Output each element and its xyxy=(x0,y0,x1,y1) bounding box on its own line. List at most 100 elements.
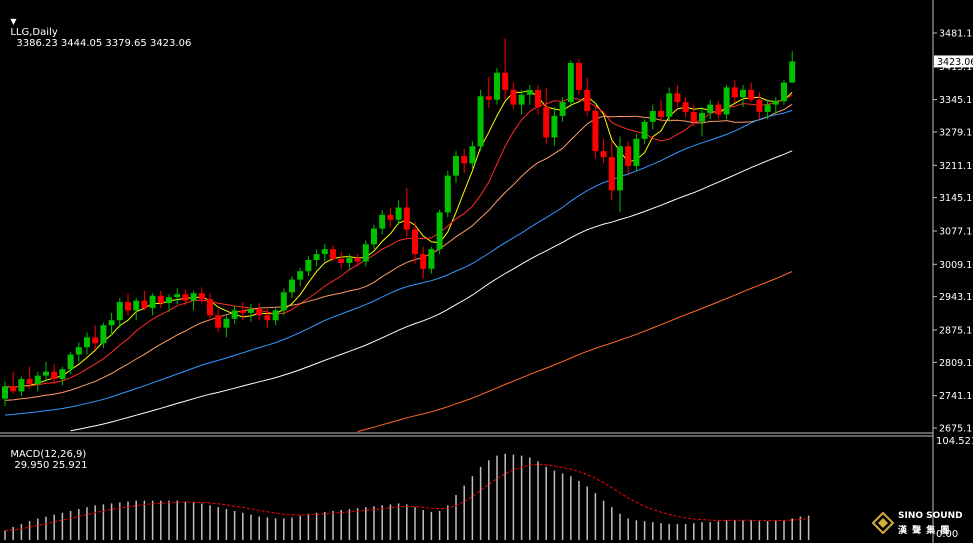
candle xyxy=(453,151,459,184)
candle xyxy=(428,246,435,274)
macd-values: 29.950 25.921 xyxy=(14,460,88,471)
candle xyxy=(75,342,82,362)
candle xyxy=(92,325,99,350)
candle xyxy=(354,254,361,267)
candle xyxy=(494,67,500,105)
candle xyxy=(133,298,140,321)
candle xyxy=(174,288,181,305)
candle xyxy=(608,141,615,201)
macd-axis-top: 104.521 xyxy=(936,436,973,447)
candle xyxy=(157,290,164,308)
candle xyxy=(715,101,722,120)
candle xyxy=(510,82,517,110)
last-price-box xyxy=(934,55,973,68)
candle xyxy=(789,51,796,84)
candle xyxy=(51,364,58,384)
price-tick-label: 3345.10 xyxy=(939,95,973,106)
macd-header: MACD(12,26,9) 29.950 25.921 xyxy=(4,438,88,471)
candle xyxy=(535,84,541,115)
logo-line2: 漢 聲 集 團 xyxy=(898,526,951,536)
candle xyxy=(412,222,418,264)
candle xyxy=(182,289,189,306)
price-tick-label: 3009.10 xyxy=(939,260,973,271)
dropdown-triangle-icon[interactable]: ▼ xyxy=(10,17,17,26)
candle xyxy=(699,107,705,137)
candle xyxy=(18,376,25,397)
ma-line-10 xyxy=(4,94,793,388)
symbol-label: LLG,Daily xyxy=(10,27,58,38)
ma-line-120 xyxy=(357,271,793,433)
candle xyxy=(551,107,558,147)
candle xyxy=(2,381,8,406)
candle xyxy=(772,97,779,115)
candle xyxy=(256,303,263,321)
candle xyxy=(141,290,148,311)
candle xyxy=(43,361,49,382)
candle xyxy=(764,99,771,120)
candle xyxy=(289,276,295,299)
ma-line-40 xyxy=(4,109,793,416)
candle xyxy=(59,366,66,386)
candle xyxy=(617,136,623,213)
price-tick-label: 3279.10 xyxy=(939,127,973,138)
candle xyxy=(198,287,205,304)
candle xyxy=(149,293,156,316)
candle xyxy=(379,209,386,235)
candle xyxy=(67,352,74,375)
candle xyxy=(756,92,763,120)
ohlc-values: 3386.23 3444.05 3379.65 3423.06 xyxy=(16,38,192,49)
candle xyxy=(305,256,312,277)
candle xyxy=(272,307,279,326)
candle xyxy=(559,97,566,122)
candle xyxy=(469,141,476,169)
candle xyxy=(436,209,443,255)
candle xyxy=(223,315,230,338)
candle xyxy=(592,107,599,159)
candle xyxy=(649,104,656,130)
candle xyxy=(403,187,410,237)
candle xyxy=(567,60,574,108)
candle xyxy=(666,87,673,122)
candle xyxy=(781,80,787,105)
candle xyxy=(740,84,746,108)
candle xyxy=(690,104,697,127)
candle xyxy=(207,293,213,321)
price-tick-label: 2675.10 xyxy=(939,424,973,435)
candle xyxy=(297,267,304,286)
macd-panel xyxy=(4,453,810,540)
candle xyxy=(239,302,246,321)
candle xyxy=(280,288,287,316)
candle xyxy=(748,82,755,103)
candle xyxy=(362,240,369,267)
candle xyxy=(371,224,377,250)
last-price-marker: 3423.06 xyxy=(934,55,973,68)
ma-line-60 xyxy=(70,150,793,432)
price-tick-label: 2809.10 xyxy=(939,358,973,369)
candle xyxy=(190,290,197,311)
candle xyxy=(682,97,689,117)
candle xyxy=(215,308,222,333)
candle xyxy=(84,332,90,355)
candle xyxy=(477,89,484,152)
candle xyxy=(543,87,550,144)
candle xyxy=(248,304,254,322)
macd-label: MACD(12,26,9) xyxy=(10,449,87,460)
candle xyxy=(576,59,582,95)
price-tick-label: 3211.10 xyxy=(939,161,973,172)
candle xyxy=(641,119,648,144)
candle xyxy=(313,249,320,267)
candle xyxy=(166,294,172,312)
macd-axis-bottom: 0.00 xyxy=(936,529,959,540)
candle xyxy=(584,77,591,116)
candle xyxy=(444,170,451,218)
candle xyxy=(264,308,271,328)
candle xyxy=(600,138,607,164)
candle xyxy=(420,246,427,279)
price-tick-label: 3145.10 xyxy=(939,193,973,204)
candle xyxy=(116,298,123,328)
candle xyxy=(526,84,533,105)
sino-sound-logo: SINO SOUND 漢 聲 集 團 xyxy=(872,509,967,539)
candle xyxy=(387,207,394,228)
candle xyxy=(100,322,107,349)
